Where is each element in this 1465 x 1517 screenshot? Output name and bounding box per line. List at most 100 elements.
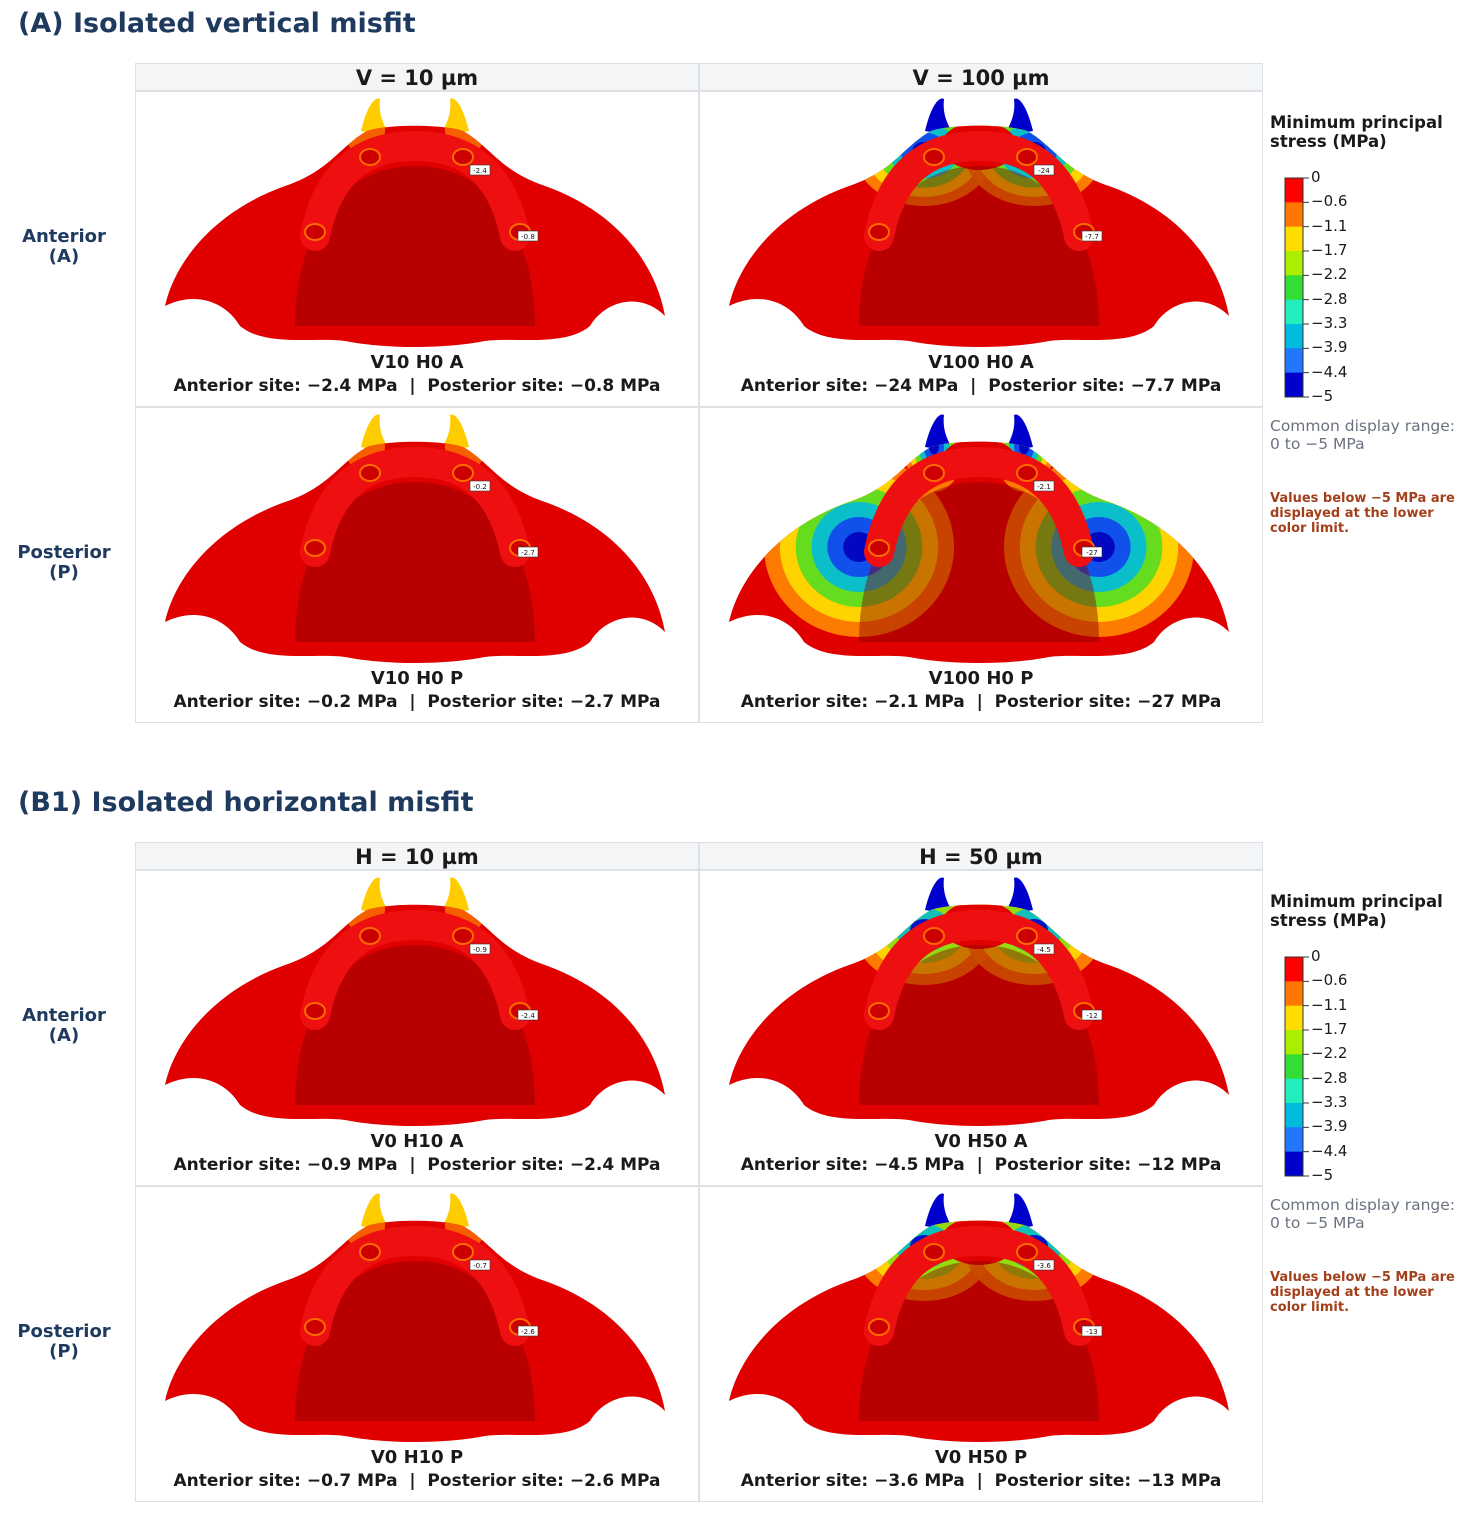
legend-note: Values below −5 MPa are displayed at the… [1270, 491, 1455, 536]
colorbar-frame [1284, 956, 1304, 1177]
panel-caption: Anterior site: −0.9 MPa | Posterior site… [173, 1155, 661, 1175]
marker-box [517, 1325, 539, 1337]
colorbar-tick-label: −3.9 [1311, 1117, 1348, 1136]
implant [1016, 927, 1038, 945]
marker-box [517, 546, 539, 558]
colorbar-tick-label: −2.8 [1311, 1068, 1348, 1087]
panel [135, 870, 699, 1186]
row-label: Posterior (P) [0, 1322, 128, 1362]
stress-map: -4.5 -12 [729, 877, 1229, 1126]
implant [452, 464, 474, 482]
colorbar-tick-label: −0.6 [1311, 971, 1348, 990]
marker-label: -0.7 [473, 1262, 487, 1270]
panel-caption: Anterior site: −0.2 MPa | Posterior site… [173, 692, 661, 712]
panel-caption: Anterior site: −4.5 MPa | Posterior site… [740, 1155, 1222, 1175]
marker-label: -12 [1086, 1012, 1097, 1020]
implant [304, 1318, 326, 1336]
marker-box [1081, 1325, 1103, 1337]
marker-box [517, 230, 539, 242]
colorbar-swatch [1285, 226, 1303, 252]
implant [1016, 464, 1038, 482]
colorbar-swatch [1285, 299, 1303, 325]
marker-box [1033, 943, 1055, 955]
column-header: H = 50 µm [699, 842, 1263, 870]
implant [452, 1243, 474, 1261]
stress-map: -3.6 -13 [729, 1193, 1229, 1442]
colorbar-swatch [1285, 1054, 1303, 1080]
implant [359, 927, 381, 945]
panel-title: V0 H50 A [934, 1131, 1028, 1152]
colorbar-tick-label: −1.1 [1311, 995, 1348, 1014]
marker-label: -7.7 [1085, 233, 1099, 241]
implant [868, 223, 890, 241]
colorbar-tick-label: −4.4 [1311, 1141, 1348, 1160]
marker-box [1033, 1259, 1055, 1271]
marker-label: -2.1 [1037, 483, 1051, 491]
panel-caption: Anterior site: −3.6 MPa | Posterior site… [740, 1471, 1222, 1491]
colorbar-swatch [1285, 324, 1303, 349]
ridge [864, 446, 1094, 567]
palate-shade [295, 166, 535, 326]
column-header: H = 10 µm [135, 842, 699, 870]
colorbar-swatch [1285, 202, 1303, 228]
marker-box [1081, 230, 1103, 242]
legend-title: Minimum principal stress (MPa) [1270, 892, 1443, 930]
surface [729, 125, 1229, 347]
panel [135, 91, 699, 407]
stress-map: -0.2 -2.7 [165, 414, 665, 663]
legend-range: Common display range: 0 to −5 MPa [1270, 417, 1455, 453]
implant [452, 927, 474, 945]
marker-box [469, 164, 491, 176]
surface [729, 904, 1229, 1126]
implant [359, 1243, 381, 1261]
colorbar-swatch [1285, 1078, 1303, 1104]
palate-shade [859, 1261, 1099, 1421]
colorbar-tick-label: −4.4 [1311, 362, 1348, 381]
legend-range: Common display range: 0 to −5 MPa [1270, 1196, 1455, 1232]
palate-shade [295, 1261, 535, 1421]
surface [729, 1220, 1229, 1442]
row-label: Anterior (A) [0, 227, 128, 267]
colorbar-swatch [1285, 1127, 1303, 1153]
implant [868, 1002, 890, 1020]
ridge [300, 446, 530, 567]
colorbar [1284, 956, 1309, 1177]
colorbar-frame [1284, 177, 1304, 398]
column-header: V = 10 µm [135, 63, 699, 91]
panel-title: V10 H0 P [370, 668, 464, 689]
stress-map: -2.1 -27 [729, 414, 1229, 663]
legend-note: Values below −5 MPa are displayed at the… [1270, 1270, 1455, 1315]
colorbar-swatch [1285, 251, 1303, 276]
colorbar-tick-label: −0.6 [1311, 192, 1348, 211]
colorbar-swatch [1285, 1151, 1303, 1177]
legend-title: Minimum principal stress (MPa) [1270, 113, 1443, 151]
ridge [300, 1225, 530, 1346]
implant [359, 148, 381, 166]
section-title: (A) Isolated vertical misfit [18, 8, 416, 39]
marker-label: -2.4 [473, 167, 487, 175]
colorbar-tick-label: −1.7 [1311, 1020, 1348, 1038]
surface [165, 1220, 665, 1442]
panel [135, 1186, 699, 1502]
colorbar-tick-label: −3.9 [1311, 338, 1348, 357]
panel-title: V10 H0 A [370, 352, 464, 373]
row-label-line: Posterior [17, 542, 111, 563]
row-label: Posterior (P) [0, 543, 128, 583]
ridge [864, 1225, 1094, 1346]
row-label-line: Posterior [17, 1321, 111, 1342]
colorbar [1284, 177, 1309, 398]
marker-label: -24 [1038, 167, 1050, 175]
colorbar-swatch [1285, 348, 1303, 374]
marker-box [469, 480, 491, 492]
palate-shade [295, 482, 535, 642]
panel-title: V0 H10 A [370, 1131, 464, 1152]
section-title: (B1) Isolated horizontal misfit [18, 787, 474, 818]
row-label-line: Anterior [22, 226, 106, 247]
colorbar-swatch [1285, 178, 1303, 203]
implant [868, 1318, 890, 1336]
palate-shade [859, 945, 1099, 1105]
row-label-line: (A) [48, 1025, 80, 1046]
colorbar-tick-label: −5 [1311, 387, 1334, 405]
panel-title: V100 H0 A [928, 352, 1034, 373]
panel-title: V0 H50 P [934, 1447, 1028, 1468]
